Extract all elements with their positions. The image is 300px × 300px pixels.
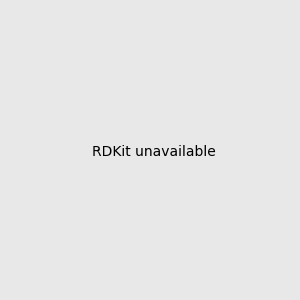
Text: RDKit unavailable: RDKit unavailable (92, 145, 216, 158)
